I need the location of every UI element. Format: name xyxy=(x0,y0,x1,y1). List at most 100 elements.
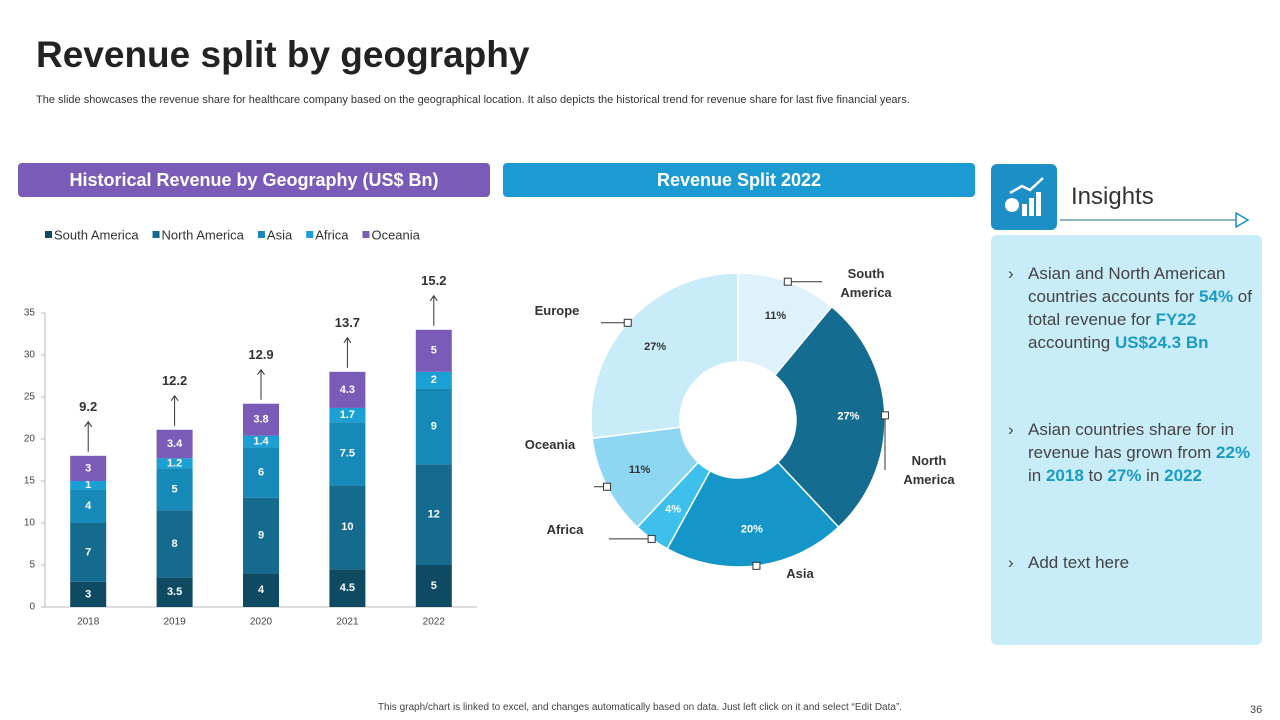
bar-segment xyxy=(415,371,452,389)
segment-label: 7 xyxy=(85,546,91,558)
arrow-head xyxy=(84,420,93,428)
bar-segment xyxy=(243,403,279,436)
arrow-head xyxy=(257,368,265,376)
bar-segment xyxy=(156,429,193,459)
pie-slice xyxy=(666,461,840,568)
slice-category: North America xyxy=(903,453,955,487)
insight-highlight: 2022 xyxy=(1164,466,1202,485)
slice-category: Europe xyxy=(534,303,580,318)
y-tick-label: 30 xyxy=(24,350,36,361)
insight-text: of total revenue for xyxy=(1028,287,1252,329)
total-label: 15.2 xyxy=(421,273,446,288)
segment-label: 3.5 xyxy=(167,586,182,598)
slice-category: Oceania xyxy=(524,437,576,452)
leader-marker xyxy=(603,482,612,491)
legend-swatch xyxy=(362,231,370,238)
slide-title: Revenue split by geography xyxy=(36,34,530,75)
insight-text: Asian and North American countries accou… xyxy=(1028,264,1226,306)
slice-label: 20% xyxy=(741,524,763,536)
segment-label: 12 xyxy=(428,509,440,521)
insight-text: accounting xyxy=(1028,333,1115,352)
segment-label: 5 xyxy=(431,580,437,592)
slice-category: Asia xyxy=(786,566,814,581)
insights-arrow xyxy=(1235,211,1250,229)
insight-text: Add text here xyxy=(1028,553,1130,572)
bar-segment xyxy=(329,407,366,423)
footer: This graph/chart is linked to excel, and… xyxy=(377,702,903,713)
segment-label: 3 xyxy=(85,462,91,474)
bar-segment xyxy=(70,523,107,582)
y-tick-label: 35 xyxy=(24,308,36,319)
total-label: 12.9 xyxy=(248,347,273,362)
slice-label: 11% xyxy=(629,464,651,476)
insight-item: Asian and North American countries accou… xyxy=(1008,262,1253,354)
total-label: 9.2 xyxy=(79,399,97,414)
pie-slice xyxy=(773,305,886,529)
bar-segment xyxy=(415,388,452,465)
slice-label: 4% xyxy=(665,503,681,515)
legend-label: Oceania xyxy=(371,227,420,242)
arrow-head xyxy=(170,394,179,402)
insight-highlight: FY22 xyxy=(1155,310,1197,329)
insight-item: Asian countries share for in revenue has… xyxy=(1008,418,1253,487)
insight-text: Asian countries share for in revenue has… xyxy=(1028,420,1234,462)
segment-label: 3.4 xyxy=(167,438,183,450)
leader-marker xyxy=(783,277,792,286)
y-tick-label: 10 xyxy=(24,518,36,529)
slice-label: 27% xyxy=(837,410,859,422)
segment-label: 3.8 xyxy=(253,414,268,426)
insight-highlight: US$24.3 Bn xyxy=(1114,333,1209,352)
leader-marker xyxy=(752,561,761,570)
leader-marker xyxy=(623,318,632,327)
bar-segment xyxy=(243,573,279,607)
bar-segment xyxy=(156,458,193,469)
arrow-head xyxy=(343,336,352,344)
segment-label: 6 xyxy=(258,467,264,479)
segment-label: 4 xyxy=(258,584,265,596)
y-tick-label: 15 xyxy=(24,476,36,487)
x-tick-label: 2018 xyxy=(77,617,100,628)
segment-label: 5 xyxy=(431,345,437,357)
bar-segment xyxy=(156,510,193,578)
bar-segment xyxy=(243,435,279,448)
segment-label: 4.5 xyxy=(340,582,355,594)
insight-highlight: 22% xyxy=(1216,443,1251,462)
legend-label: South America xyxy=(54,227,139,242)
icon-glyph xyxy=(1005,177,1044,216)
slice-category: South America xyxy=(840,266,892,300)
pie-chart-title: Revenue Split 2022 xyxy=(503,163,975,197)
bar-segment xyxy=(70,455,107,481)
pie-slice xyxy=(590,272,739,440)
segment-label: 3 xyxy=(85,588,91,600)
legend-swatch xyxy=(152,231,160,238)
bar-segment xyxy=(156,577,193,607)
bar-segment xyxy=(415,565,452,607)
segment-label: 1.4 xyxy=(253,435,269,447)
insights-title: Insights xyxy=(1071,183,1154,210)
bar-segment xyxy=(329,569,366,607)
insights-icon xyxy=(991,164,1057,230)
bar-segment xyxy=(70,489,107,523)
slice-category: Africa xyxy=(546,522,584,537)
insight-item: Add text here xyxy=(1008,551,1253,574)
legend-swatch xyxy=(257,231,265,238)
insight-text: in xyxy=(1028,466,1046,485)
arrow-head xyxy=(429,294,438,302)
x-tick-label: 2022 xyxy=(423,617,446,628)
leader-marker xyxy=(647,534,656,543)
y-tick-label: 25 xyxy=(24,392,36,403)
total-label: 12.2 xyxy=(162,373,187,388)
insight-highlight: 2018 xyxy=(1045,466,1084,485)
x-tick-label: 2021 xyxy=(336,617,359,628)
bar-segment xyxy=(156,468,193,511)
leader-marker xyxy=(880,411,889,420)
legend-swatch xyxy=(45,231,52,238)
total-label: 13.7 xyxy=(335,315,360,330)
slice-label: 11% xyxy=(765,310,787,322)
x-tick-label: 2019 xyxy=(163,617,186,628)
segment-label: 9 xyxy=(258,530,264,542)
bar-segment xyxy=(329,422,366,486)
legend-label: Africa xyxy=(315,227,349,242)
y-tick-label: 20 xyxy=(24,434,36,445)
segment-label: 4.3 xyxy=(340,384,355,396)
